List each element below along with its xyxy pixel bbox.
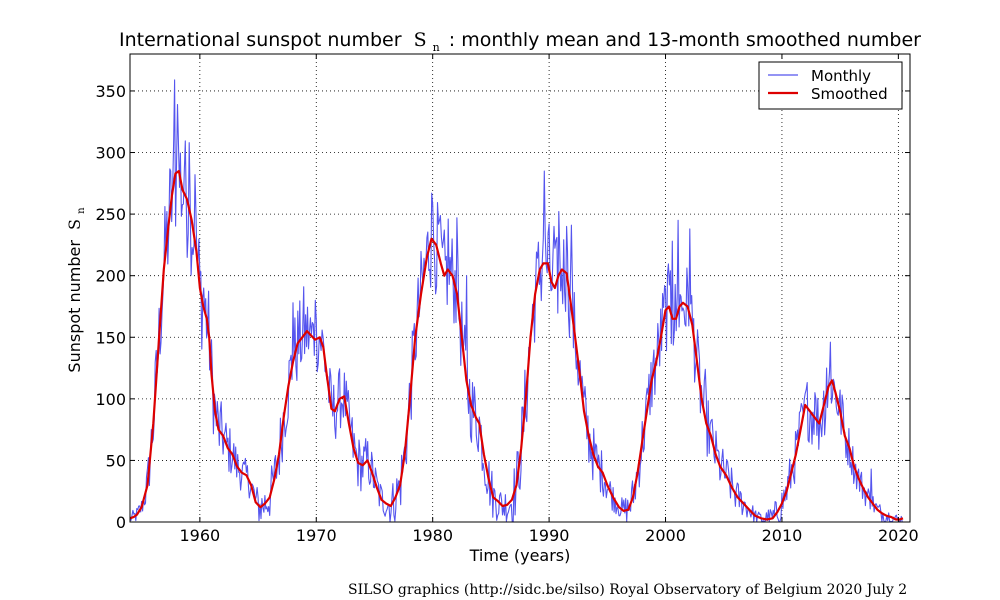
chart-title-main: International sunspot number <box>119 29 402 51</box>
x-tick-label: 1970 <box>296 526 337 545</box>
plot-frame <box>129 53 911 523</box>
series-layer <box>129 79 904 523</box>
x-tick-label: 1980 <box>412 526 453 545</box>
legend-label-smoothed: Smoothed <box>811 85 888 103</box>
y-tick-label: 300 <box>95 144 126 163</box>
y-axis-label-subscript: n <box>76 207 87 214</box>
legend: Monthly Smoothed <box>758 61 903 110</box>
x-axis-label: Time (years) <box>469 546 571 565</box>
plot-area: 1960 1970 1980 1990 2000 2010 2020 0 50 100 150 20… <box>95 53 919 545</box>
y-axis-ticks: 0 50 100 150 200 250 300 350 <box>95 82 910 532</box>
chart-title-symbol: S <box>414 29 427 51</box>
y-tick-label: 50 <box>106 451 126 470</box>
y-tick-label: 350 <box>95 82 126 101</box>
y-tick-label: 200 <box>95 267 126 286</box>
x-tick-label: 2020 <box>878 526 919 545</box>
y-tick-label: 250 <box>95 205 126 224</box>
legend-label-monthly: Monthly <box>811 67 871 85</box>
x-tick-label: 2000 <box>645 526 686 545</box>
y-tick-label: 100 <box>95 390 126 409</box>
chart-title: International sunspot number S n : month… <box>119 29 921 56</box>
x-axis-ticks: 1960 1970 1980 1990 2000 2010 2020 <box>179 54 919 545</box>
plot-background <box>130 54 910 522</box>
chart-title-rest: : monthly mean and 13-month smoothed num… <box>449 29 921 51</box>
x-tick-label: 1960 <box>179 526 220 545</box>
series-line-smoothed <box>129 169 904 521</box>
x-tick-label: 1990 <box>529 526 570 545</box>
y-axis-label-main: Sunspot number <box>65 240 84 373</box>
chart-title-subscript: n <box>433 41 440 54</box>
y-tick-label: 0 <box>116 513 126 532</box>
y-axis-label: Sunspot number S n <box>65 207 87 373</box>
y-axis-label-symbol: S <box>65 219 84 230</box>
legend-box <box>758 61 903 110</box>
y-tick-label: 150 <box>95 328 126 347</box>
credit-line: SILSO graphics (http://sidc.be/silso) Ro… <box>348 582 907 598</box>
x-tick-label: 2010 <box>762 526 803 545</box>
